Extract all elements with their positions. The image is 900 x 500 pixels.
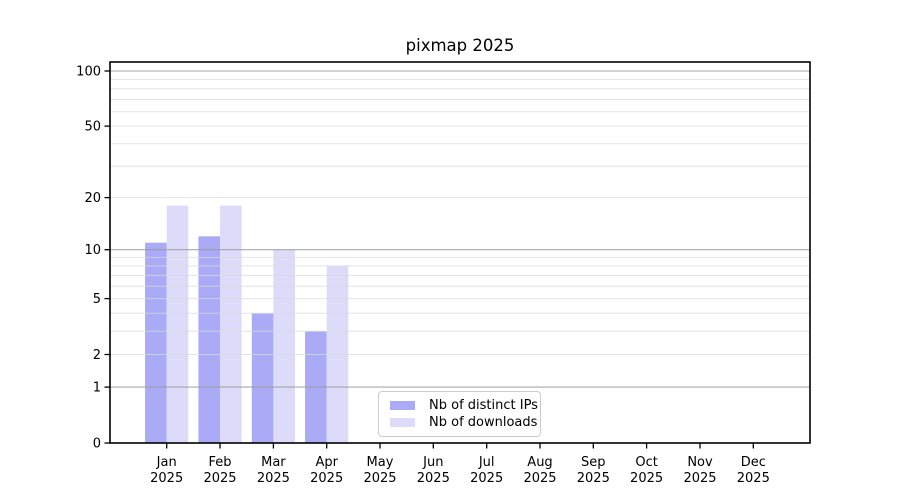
bar-mar-series0 xyxy=(251,313,274,443)
x-tick-label-month: Oct xyxy=(635,455,657,470)
bar-jan-series1 xyxy=(166,205,189,443)
x-tick-label-year: 2025 xyxy=(203,471,236,486)
chart-title: pixmap 2025 xyxy=(405,36,515,55)
x-tick-label-month: Apr xyxy=(315,455,338,470)
y-tick-label: 20 xyxy=(84,191,101,206)
x-tick-label-month: Feb xyxy=(208,455,231,470)
x-tick-label-month: Jan xyxy=(156,455,177,470)
bar-feb-series1 xyxy=(220,205,242,443)
x-tick-label-year: 2025 xyxy=(150,471,183,486)
x-tick-label-year: 2025 xyxy=(363,471,396,486)
y-tick-label: 2 xyxy=(93,348,101,363)
legend-label-downloads: Nb of downloads xyxy=(429,415,538,430)
x-tick-label-month: May xyxy=(367,455,394,470)
x-tick-label-year: 2025 xyxy=(630,471,663,486)
y-tick-label: 50 xyxy=(84,120,101,135)
x-tick-label-month: Mar xyxy=(261,455,286,470)
x-tick-label-month: Jul xyxy=(478,455,495,470)
x-tick-label-year: 2025 xyxy=(737,471,770,486)
legend-swatch-downloads xyxy=(390,418,415,427)
x-tick-label-month: Dec xyxy=(741,455,766,470)
legend-item-downloads: Nb of downloads xyxy=(385,414,538,431)
x-tick-label-year: 2025 xyxy=(310,471,343,486)
bar-feb-series0 xyxy=(198,236,220,443)
x-tick-label-year: 2025 xyxy=(257,471,290,486)
x-tick-label-month: Sep xyxy=(581,455,606,470)
plot-border xyxy=(109,61,811,444)
x-tick-label-year: 2025 xyxy=(577,471,610,486)
legend-label-distinct-ips: Nb of distinct IPs xyxy=(429,398,538,413)
x-tick-label-month: Nov xyxy=(687,455,713,470)
y-tick-label: 10 xyxy=(84,243,101,258)
legend-swatch-distinct-ips xyxy=(390,401,415,410)
x-tick-label-year: 2025 xyxy=(417,471,450,486)
x-tick-label-month: Jun xyxy=(422,455,443,470)
bar-jan-series0 xyxy=(145,242,167,443)
x-tick-label-year: 2025 xyxy=(683,471,716,486)
bar-mar-series1 xyxy=(273,249,295,443)
y-tick-label: 100 xyxy=(76,65,101,80)
y-tick-label: 0 xyxy=(93,437,101,452)
x-tick-label-month: Aug xyxy=(527,455,552,470)
legend-item-distinct-ips: Nb of distinct IPs xyxy=(385,397,538,414)
x-tick-label-year: 2025 xyxy=(523,471,556,486)
legend: Nb of distinct IPs Nb of downloads xyxy=(378,391,541,437)
y-tick-label: 1 xyxy=(93,381,101,396)
x-tick-label-year: 2025 xyxy=(470,471,503,486)
y-tick-label: 5 xyxy=(93,292,101,307)
